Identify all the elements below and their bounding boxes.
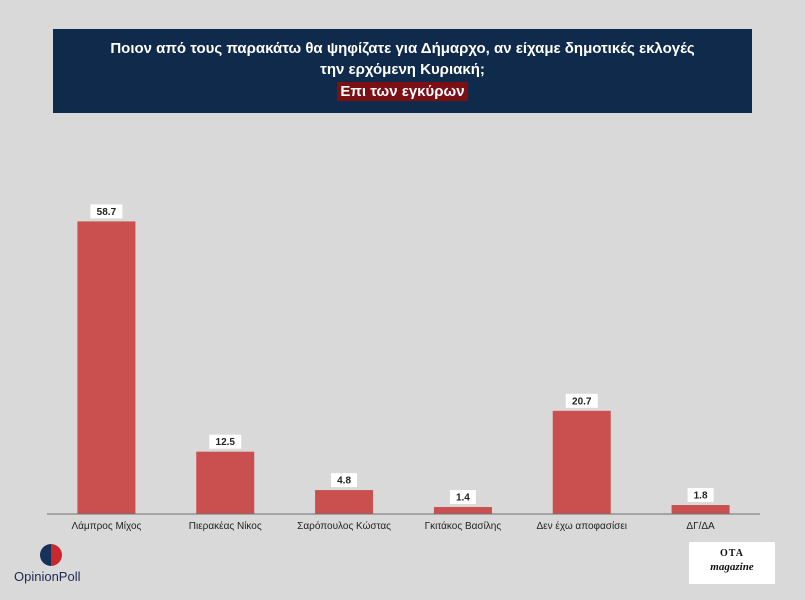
category-label-2: Σαρόπουλος Κώστας bbox=[297, 520, 391, 532]
data-label-box-3 bbox=[449, 490, 476, 505]
bar-2 bbox=[315, 490, 374, 514]
bar-5 bbox=[671, 505, 730, 514]
data-label-box-0 bbox=[90, 204, 123, 219]
data-label-5: 1.8 bbox=[694, 491, 708, 502]
opinionpoll-logo-icon bbox=[40, 544, 62, 566]
data-label-2: 4.8 bbox=[337, 476, 351, 487]
bar-1 bbox=[196, 451, 255, 514]
data-label-0: 58.7 bbox=[97, 207, 117, 218]
data-label-4: 20.7 bbox=[572, 396, 592, 407]
data-label-box-1 bbox=[209, 434, 242, 449]
chart-title-line-1: Ποιον από τους παρακάτω θα ψηφίζατε για … bbox=[110, 40, 695, 57]
ota-magazine-logo: OTA magazine bbox=[689, 542, 775, 584]
chart-title-box: Ποιον από τους παρακάτω θα ψηφίζατε για … bbox=[53, 29, 752, 113]
opinionpoll-logo-text: OpinionPoll bbox=[14, 569, 81, 584]
category-label-4: Δεν έχω αποφασίσει bbox=[536, 520, 627, 532]
bar-3 bbox=[433, 507, 492, 514]
category-label-5: ΔΓ/ΔΑ bbox=[686, 521, 715, 532]
magazine-logo-text: magazine bbox=[710, 561, 754, 573]
category-label-3: Γκιτάκος Βασίλης bbox=[425, 520, 502, 532]
bar-0 bbox=[77, 221, 136, 514]
ota-logo-text: OTA bbox=[720, 548, 744, 559]
data-label-1: 12.5 bbox=[216, 437, 236, 448]
data-label-box-2 bbox=[331, 473, 358, 488]
category-label-1: Πιερακέας Νίκος bbox=[189, 520, 262, 532]
opinionpoll-logo: OpinionPoll bbox=[14, 544, 94, 588]
bar-4 bbox=[552, 410, 611, 514]
chart-title-line-2: την ερχόμενη Κυριακή; bbox=[320, 61, 485, 78]
data-label-box-4 bbox=[565, 393, 598, 408]
category-label-0: Λάμπρος Μίχος bbox=[71, 520, 141, 532]
data-label-box-5 bbox=[687, 488, 714, 503]
chart-subtitle: Επι των εγκύρων bbox=[337, 82, 468, 101]
data-label-3: 1.4 bbox=[456, 493, 470, 504]
